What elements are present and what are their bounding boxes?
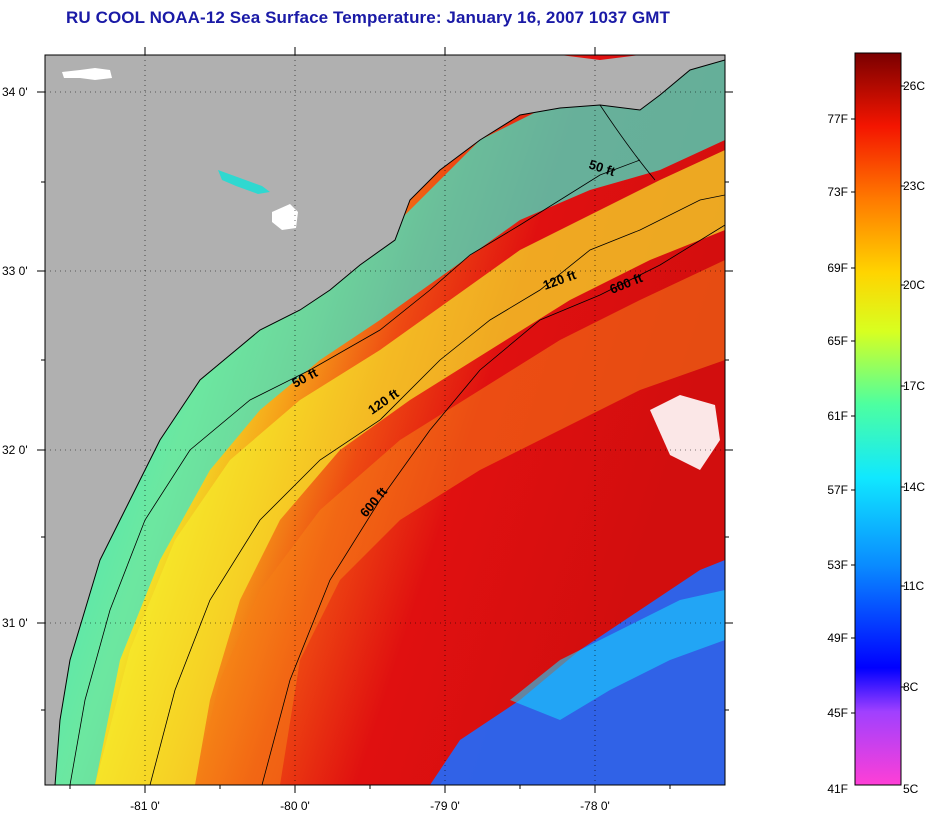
midshelf-water [95, 150, 725, 785]
lake [62, 68, 112, 80]
lon-label-80: -80 0' [280, 799, 310, 813]
colorbar-c-label: 5C [903, 782, 919, 796]
map-frame [44, 54, 726, 786]
sst-map: 50 ft 120 ft 600 ft 50 ft 120 ft 600 ft [45, 55, 725, 785]
lon-label-81: -81 0' [130, 799, 160, 813]
colorbar-c-label: 23C [903, 179, 925, 193]
graticule [45, 55, 725, 785]
isobath-600ft [261, 224, 725, 785]
lat-label-31: 31 0' [2, 616, 28, 630]
colorbar-f-label: 69F [827, 261, 848, 275]
coastline [54, 59, 725, 785]
colorbar-ticks [851, 85, 905, 714]
colorbar-f-label: 57F [827, 483, 848, 497]
cloud-edge [510, 590, 725, 720]
land-mass [45, 55, 725, 785]
isobath-120ft [149, 194, 725, 785]
isobath-50ft-north [599, 104, 656, 181]
map-title: RU COOL NOAA-12 Sea Surface Temperature:… [66, 8, 671, 27]
lat-label-32: 32 0' [2, 443, 28, 457]
isobath-50ft [69, 159, 641, 785]
lat-label-33: 33 0' [2, 264, 28, 278]
colorbar: 77F 73F 69F 65F 61F 57F 53F 49F 45F 41F … [827, 52, 925, 796]
lat-label-34: 34 0' [2, 85, 28, 99]
colorbar-c-label: 17C [903, 379, 925, 393]
colorbar-c-label: 26C [903, 79, 925, 93]
axis-ticks [37, 47, 733, 793]
shelf-water [45, 55, 725, 785]
colorbar-f-label: 61F [827, 409, 848, 423]
outer-shelf-water [195, 260, 725, 785]
colorbar-f-label: 73F [827, 185, 848, 199]
colorbar-f-label: 53F [827, 558, 848, 572]
lon-label-78: -78 0' [580, 799, 610, 813]
colorbar-c-label: 14C [903, 480, 925, 494]
colorbar-f-label: 65F [827, 334, 848, 348]
colorbar-c-label: 20C [903, 278, 925, 292]
colorbar-scale [854, 52, 902, 786]
lake-marion [272, 204, 298, 230]
lake-moultrie [218, 170, 270, 194]
colorbar-f-label: 45F [827, 706, 848, 720]
colorbar-f-label: 49F [827, 631, 848, 645]
colorbar-f-label: 41F [827, 782, 848, 796]
colorbar-f-label: 77F [827, 112, 848, 126]
lon-label-79: -79 0' [430, 799, 460, 813]
cloud-patch [650, 395, 720, 470]
colorbar-c-label: 8C [903, 680, 919, 694]
colorbar-c-label: 11C [903, 579, 924, 593]
